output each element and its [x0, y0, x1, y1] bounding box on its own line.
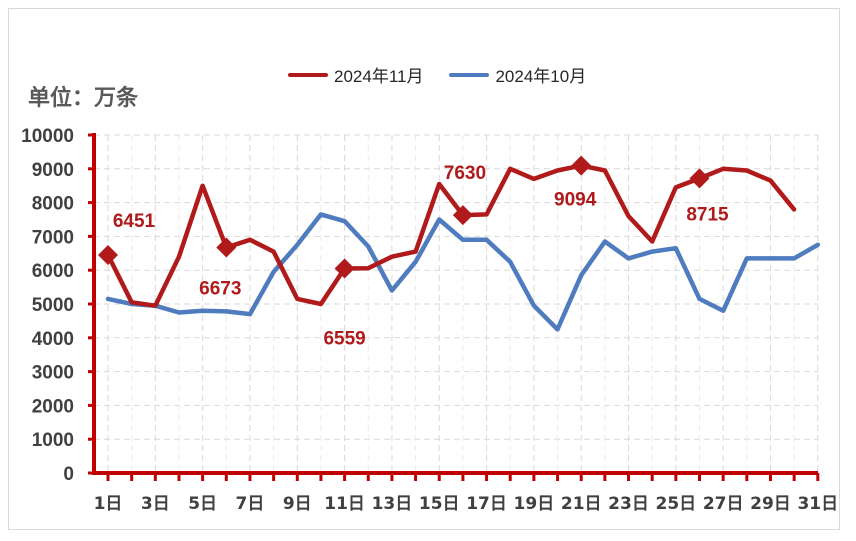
- data-label: 9094: [554, 190, 597, 211]
- y-tick-label: 6000: [32, 261, 74, 282]
- x-tick-label: 25日: [656, 494, 697, 514]
- y-tick-label: 1000: [32, 430, 74, 451]
- data-marker: [571, 155, 592, 176]
- x-tick-label: 11日: [324, 494, 365, 514]
- x-tick-label: 7日: [236, 494, 265, 514]
- x-tick-label: 23日: [608, 494, 649, 514]
- data-label: 6451: [113, 211, 156, 232]
- x-tick-label: 15日: [419, 494, 460, 514]
- y-tick-label: 7000: [32, 227, 74, 248]
- x-tick-label: 13日: [372, 494, 413, 514]
- legend-item-nov: 2024年11月: [288, 62, 423, 87]
- chart-frame: [8, 8, 840, 530]
- legend-swatch-oct: [449, 72, 490, 77]
- y-tick-label: 0: [63, 464, 74, 485]
- y-tick-label: 5000: [32, 295, 74, 316]
- x-tick-label: 3日: [141, 494, 170, 514]
- data-marker: [98, 244, 118, 265]
- legend-label-nov: 2024年11月: [334, 67, 424, 86]
- data-marker: [452, 205, 473, 226]
- y-tick-label: 8000: [32, 194, 74, 215]
- data-marker: [216, 237, 237, 258]
- legend-swatch-nov: [288, 72, 328, 77]
- y-tick-label: 10000: [21, 126, 74, 147]
- data-label: 8715: [686, 204, 729, 225]
- x-tick-label: 19日: [514, 494, 555, 514]
- legend-item-oct: 2024年10月: [449, 62, 586, 87]
- x-tick-label: 17日: [466, 494, 507, 514]
- legend: 2024年11月 2024年10月: [288, 62, 586, 87]
- x-tick-label: 29日: [750, 494, 791, 514]
- unit-label: 单位：万条: [28, 86, 139, 111]
- y-tick-label: 9000: [32, 160, 74, 181]
- series-line-nov: [105, 163, 797, 308]
- y-tick-label: 2000: [32, 396, 74, 417]
- data-marker: [689, 168, 710, 189]
- legend-label-oct: 2024年10月: [495, 67, 587, 86]
- data-marker: [334, 258, 355, 279]
- data-label: 7630: [444, 163, 486, 184]
- data-label: 6559: [323, 329, 365, 350]
- y-tick-label: 4000: [32, 329, 74, 350]
- series-line-oct: [105, 212, 821, 332]
- x-tick-label: 21日: [561, 494, 602, 514]
- data-label: 6673: [199, 278, 241, 299]
- x-tick-label: 1日: [94, 494, 123, 514]
- x-tick-label: 27日: [703, 494, 744, 514]
- x-tick-label: 5日: [188, 494, 217, 514]
- x-tick-label: 31日: [797, 494, 838, 514]
- y-tick-label: 3000: [32, 363, 74, 384]
- x-tick-label: 9日: [283, 494, 312, 514]
